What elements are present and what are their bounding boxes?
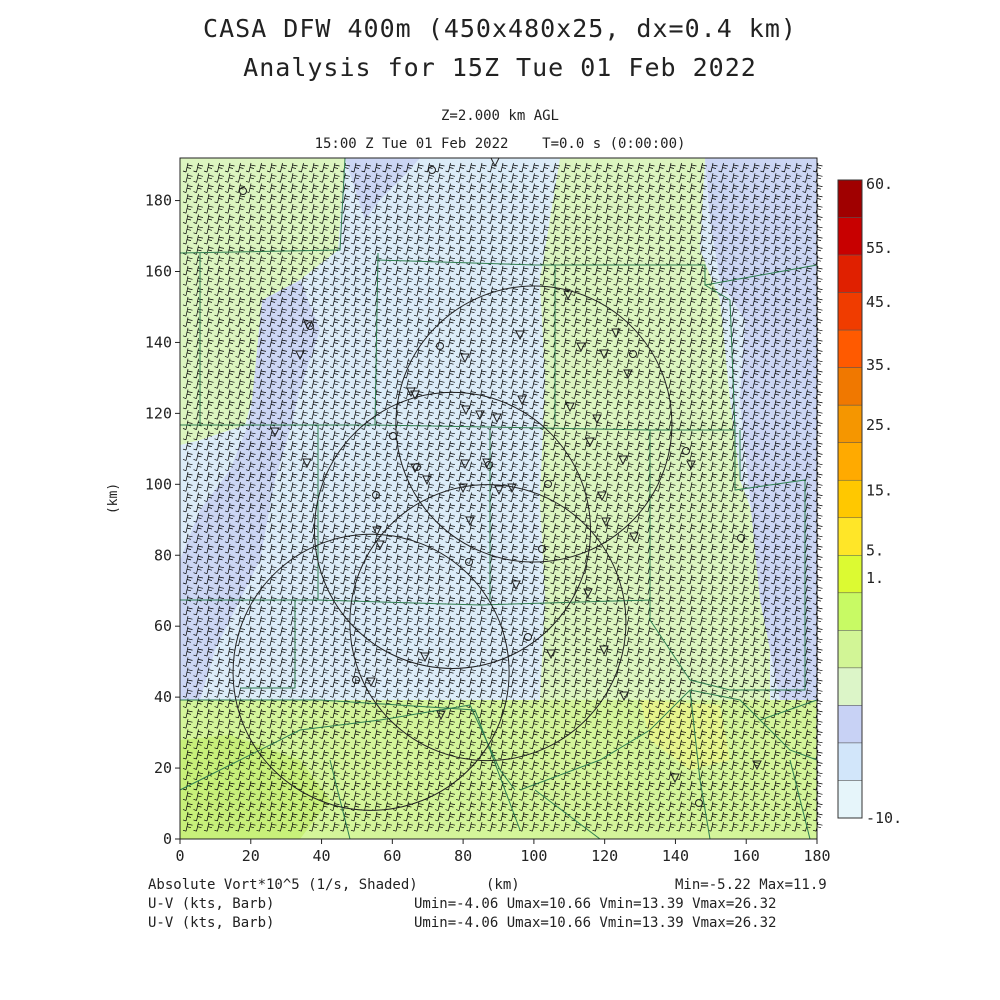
y-tick-label: 160 [145,263,172,281]
colorbar-swatch [837,667,863,706]
county-boundary [534,789,601,840]
y-tick-label: 40 [154,688,172,706]
station-circle [544,480,552,488]
colorbar-swatch [837,292,863,331]
colorbar-swatch [837,705,863,744]
barb-label-1: U-V (kts, Barb) [148,896,275,912]
title-line-2: Analysis for 15Z Tue 01 Feb 2022 [243,53,757,82]
colorbar-label: 35. [866,356,893,374]
station-circle [629,350,637,358]
x-tick-label: 120 [591,847,618,865]
y-tick-label: 140 [145,333,172,351]
field-blue-north [345,158,420,220]
colorbar-label: 45. [866,293,893,311]
radar-ring-3 [349,484,627,762]
y-axis-label: (km) [106,483,121,514]
y-tick-label: 80 [154,546,172,564]
colorbar-label: -10. [866,809,902,827]
station-circle [485,461,493,469]
colorbar-swatch [837,329,863,368]
level-label: Z=2.000 km AGL [440,108,559,124]
county-boundary [179,704,471,791]
min-max-label: Min=-5.22 Max=11.9 [675,877,827,893]
radar-ring-4 [232,533,510,811]
station-circle [389,432,397,440]
colorbar-frame [837,179,863,819]
y-tick-label: 20 [154,759,172,777]
station-circle [695,799,703,807]
x-tick-label: 80 [454,847,472,865]
x-tick-label: 60 [383,847,401,865]
colorbar-swatch [837,742,863,781]
county-boundary [329,759,351,840]
station-circle [428,166,436,174]
y-tick-label: 100 [145,475,172,493]
colorbar-swatch [837,254,863,293]
colorbar-swatch [837,630,863,669]
county-boundary [377,259,818,286]
colorbar-swatch [837,367,863,406]
colorbar-swatch [837,780,863,819]
colorbar-swatch [837,404,863,443]
field-green-east [540,158,770,700]
county-boundary [469,704,516,791]
x-tick-label: 100 [520,847,547,865]
plot-frame [179,157,818,840]
colorbar-swatch [837,479,863,519]
colorbar-label: 55. [866,239,893,257]
station-triangles [270,157,762,784]
colorbar-swatch [837,517,863,556]
county-boundary [179,157,346,254]
station-circle [413,463,421,471]
y-tick-label: 60 [154,617,172,635]
x-tick-label: 20 [242,847,260,865]
station-circle [538,545,546,553]
colorbar-label: 15. [866,481,893,499]
county-boundary [180,699,521,831]
station-circle [524,633,532,641]
station-circle [465,558,473,566]
radar-ring-1 [395,285,673,563]
county-boundary [240,600,296,689]
county-boundary [759,699,818,721]
x-axis-units: (km) [486,877,520,893]
station-circle [436,342,444,350]
barb-label-2: U-V (kts, Barb) [148,915,275,931]
colorbar-label: 1. [866,569,884,587]
station-circle [372,491,380,499]
station-circle [239,187,247,195]
station-circle [737,534,745,542]
x-tick-label: 0 [175,847,184,865]
station-circle [682,447,690,455]
x-tick-label: 160 [733,847,760,865]
x-tick-label: 140 [662,847,689,865]
county-boundary [704,284,736,431]
y-tick-label: 180 [145,192,172,210]
county-boundary [649,600,691,681]
colorbar-label: 5. [866,541,884,559]
colorbar-swatch [837,592,863,631]
colorbar-label: 25. [866,416,893,434]
x-tick-label: 40 [313,847,331,865]
station-circle [306,322,314,330]
wind-barbs [182,162,823,832]
county-boundary [789,759,811,840]
uv-stats-1: Umin=-4.06 Umax=10.66 Vmin=13.39 Vmax=26… [414,896,777,912]
station-circle [352,676,360,684]
y-tick-label: 120 [145,404,172,422]
x-tick-label: 180 [803,847,830,865]
title-line-1: CASA DFW 400m (450x480x25, dx=0.4 km) [203,14,797,43]
colorbar-swatch [837,442,863,481]
time-label: 15:00 Z Tue 01 Feb 2022 T=0.0 s (0:00:00… [314,136,686,152]
colorbar-swatch [837,555,863,594]
uv-stats-2: Umin=-4.06 Umax=10.66 Vmin=13.39 Vmax=26… [414,915,777,931]
field-label: Absolute Vort*10^5 (1/s, Shaded) [148,877,418,893]
colorbar-label: 60. [866,175,893,193]
y-tick-label: 0 [163,830,172,848]
colorbar-swatch [837,217,863,256]
colorbar-swatch [837,179,863,218]
county-boundary [689,689,711,840]
